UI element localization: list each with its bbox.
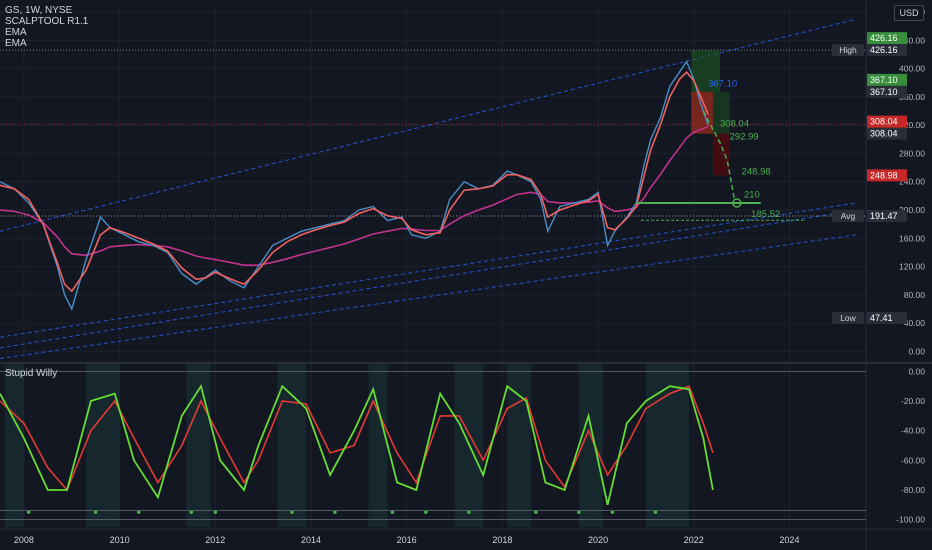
x-tick-label: 2022: [684, 535, 704, 545]
price-tick-label: 200.00: [899, 205, 925, 215]
price-tag-text: Low: [840, 313, 856, 323]
price-tick-label: 0.00: [908, 346, 925, 356]
oscillator-zone: [368, 364, 388, 527]
signal-dot: [213, 510, 218, 514]
signal-dot: [189, 510, 194, 514]
stop-zone-red: [712, 133, 730, 176]
price-label-box: [867, 311, 907, 324]
oscillator-zone: [578, 364, 603, 527]
price-tick-label: 40.00: [904, 318, 926, 328]
osc-tick-label: -60.00: [901, 455, 925, 465]
price-label-text: 308.04: [870, 117, 898, 127]
price-tick-label: 320.00: [899, 120, 925, 130]
signal-dot: [577, 510, 581, 514]
osc-tick-label: -40.00: [901, 426, 925, 436]
indicator-scalptool[interactable]: SCALPTOOL R1.1: [5, 16, 89, 27]
price-tag-box: [832, 210, 864, 223]
x-tick-label: 2010: [110, 535, 130, 545]
osc-tick-label: -80.00: [901, 485, 925, 495]
oscillator-zone: [277, 364, 307, 527]
price-tag-box: [832, 311, 864, 324]
price-tick-label: 240.00: [899, 177, 925, 187]
currency-button[interactable]: USD: [894, 5, 924, 21]
indicator-ema-2[interactable]: EMA: [5, 38, 27, 49]
price-label-text: 426.16: [870, 33, 898, 43]
signal-dot: [467, 510, 471, 514]
x-tick-label: 2008: [14, 535, 34, 545]
signal-dot: [610, 510, 615, 514]
projection-label: 210: [744, 189, 760, 200]
ema-fast-line: [0, 71, 709, 293]
price-tick-label: 280.00: [899, 148, 925, 158]
x-tick-label: 2014: [301, 535, 321, 545]
price-tick-label: 160.00: [899, 233, 925, 243]
price-line: [0, 60, 709, 311]
price-tag-text: Avg: [841, 211, 856, 221]
oscillator-title[interactable]: Stupid Willy: [5, 368, 58, 379]
channel-line: [0, 234, 857, 359]
projection-label: 185.52: [751, 209, 780, 220]
channel-line: [0, 202, 857, 338]
projection-label: 308.04: [720, 119, 749, 130]
signal-dot: [26, 510, 31, 514]
signal-dot: [136, 510, 141, 514]
x-tick-label: 2016: [397, 535, 417, 545]
channel-line: [0, 209, 857, 349]
oscillator-slow-line: [0, 385, 714, 492]
x-tick-label: 2012: [205, 535, 225, 545]
price-label-box: [867, 169, 907, 182]
signal-dot: [333, 510, 337, 514]
oscillator-zone: [4, 364, 24, 527]
price-tag-box: [832, 44, 864, 57]
projection-label: 367.10: [708, 78, 737, 89]
indicator-ema-1[interactable]: EMA: [5, 27, 27, 38]
oscillator-zone: [86, 364, 120, 527]
signal-dot: [290, 510, 294, 514]
symbol-line: GS, 1W, NYSE: [5, 5, 73, 16]
signal-dot: [93, 510, 98, 514]
oscillator-fast-line: [0, 383, 714, 506]
price-label-box: [867, 73, 907, 86]
price-tick-label: 80.00: [904, 290, 926, 300]
x-tick-label: 2020: [588, 535, 608, 545]
price-label-text: 426.16: [870, 45, 898, 55]
oscillator-zone: [645, 364, 689, 527]
price-label-text: 47.41: [870, 313, 893, 323]
projection-label: 292.99: [730, 131, 759, 142]
price-label-text: 367.10: [870, 75, 898, 85]
signal-dot: [424, 510, 428, 514]
signal-dot: [534, 510, 538, 514]
price-label-text: 308.04: [870, 129, 898, 139]
x-tick-label: 2024: [779, 535, 799, 545]
price-label-box: [867, 44, 907, 57]
price-label-text: 248.98: [870, 170, 898, 180]
osc-tick-label: -100.00: [896, 515, 925, 525]
price-tick-label: 400.00: [899, 64, 925, 74]
price-label-box: [867, 85, 907, 98]
price-label-box: [867, 32, 907, 45]
price-tick-label: 360.00: [899, 92, 925, 102]
oscillator-zone: [186, 364, 211, 527]
osc-tick-label: -20.00: [901, 396, 925, 406]
projection-path: [702, 110, 736, 200]
price-label-box: [867, 115, 907, 128]
price-label-text: 191.47: [870, 211, 898, 221]
price-label-text: 367.10: [870, 87, 898, 97]
x-tick-label: 2018: [492, 535, 512, 545]
signal-dot: [653, 510, 658, 514]
price-tick-label: 440.00: [899, 35, 925, 45]
ema-slow-line: [0, 125, 709, 266]
signal-dot: [390, 510, 395, 514]
osc-tick-label: 0.00: [908, 366, 925, 376]
price-label-box: [867, 210, 907, 223]
chart-legend: GS, 1W, NYSE SCALPTOOL R1.1 EMA EMA: [5, 5, 88, 49]
price-tick-label: 120.00: [899, 262, 925, 272]
price-tag-text: High: [839, 45, 857, 55]
projection-label: 248.98: [742, 167, 771, 178]
target-circle: [732, 198, 742, 208]
price-label-box: [867, 127, 907, 140]
